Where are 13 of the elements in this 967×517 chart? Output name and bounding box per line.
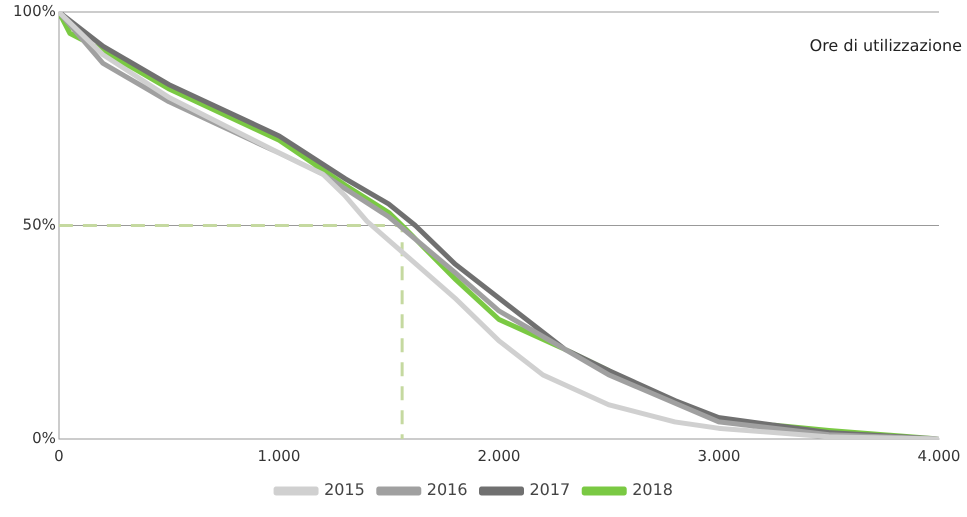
legend-label: 2017 [530, 480, 570, 500]
legend-label: 2016 [426, 480, 468, 500]
x-tick-label: 3.000 [697, 446, 740, 465]
y-tick-label: 50% [22, 215, 56, 234]
x-tick-label: 1.000 [257, 446, 300, 465]
x-tick-label: 4.000 [918, 446, 960, 465]
legend-label: 2015 [324, 480, 365, 500]
legend-label: 2018 [632, 480, 673, 500]
y-tick-label: 0% [32, 428, 56, 447]
x-tick-label: 2.000 [477, 446, 520, 465]
annotation: Ore di utilizzazione [810, 36, 962, 56]
y-tick-label: 100% [12, 2, 56, 20]
x-tick-label: 0 [54, 446, 64, 465]
